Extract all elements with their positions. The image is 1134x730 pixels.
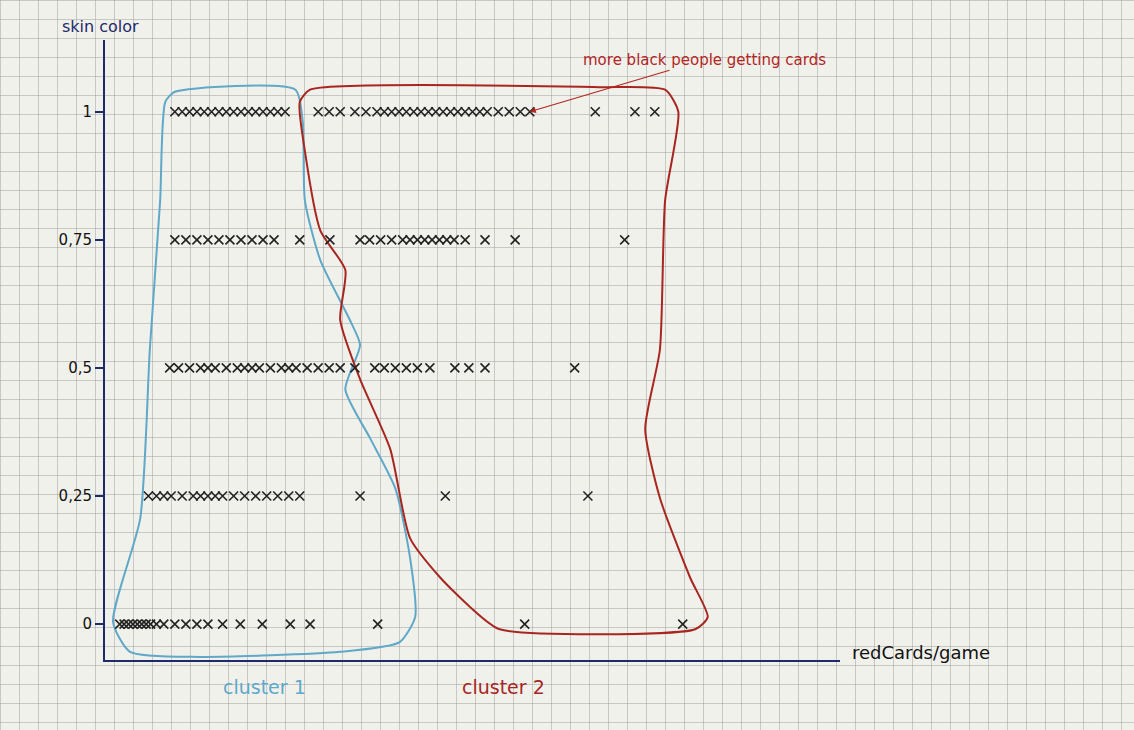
svg-text:cluster 2: cluster 2 xyxy=(462,676,545,698)
svg-text:1: 1 xyxy=(82,103,92,121)
svg-text:0,75: 0,75 xyxy=(59,231,92,249)
svg-text:more black people getting card: more black people getting cards xyxy=(583,51,826,69)
svg-text:cluster 1: cluster 1 xyxy=(223,676,306,698)
svg-text:0: 0 xyxy=(82,615,92,633)
svg-text:0,25: 0,25 xyxy=(59,487,92,505)
svg-text:redCards/game: redCards/game xyxy=(852,642,990,663)
svg-text:skin color: skin color xyxy=(62,17,139,36)
svg-text:0,5: 0,5 xyxy=(68,359,92,377)
